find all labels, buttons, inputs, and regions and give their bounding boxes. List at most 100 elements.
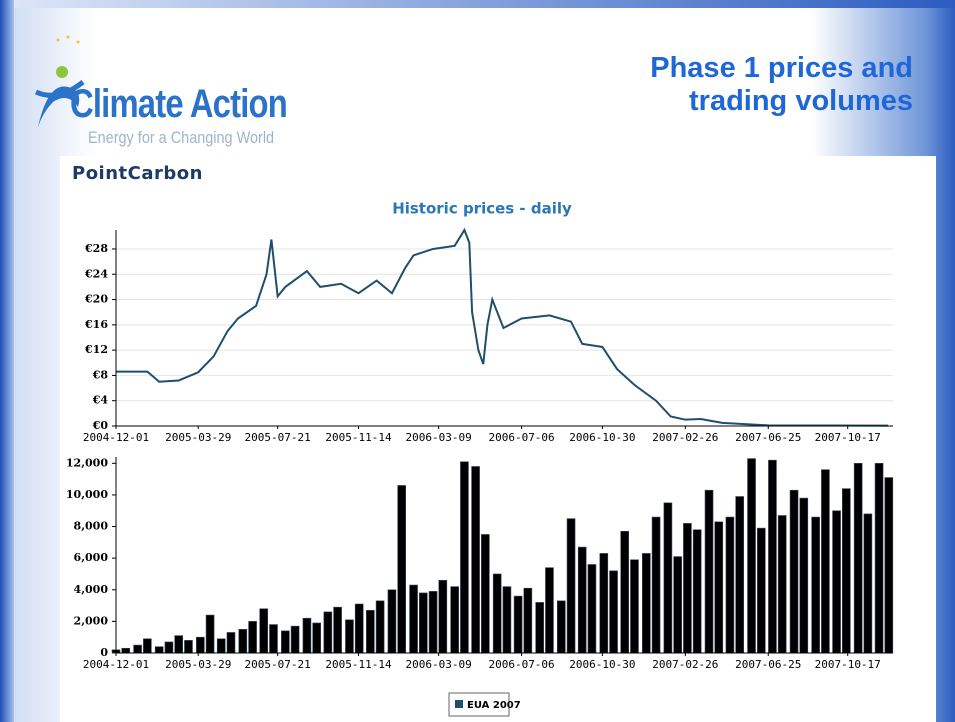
volume-bar [428, 591, 438, 654]
volume-bar [556, 600, 566, 654]
volume-bar [366, 610, 375, 654]
volume-bar [630, 559, 639, 654]
volume-bar [460, 461, 469, 654]
x-tick-label: 2007-10-17 [815, 658, 881, 671]
volume-bar [863, 513, 873, 654]
volume-bar [312, 622, 321, 654]
x-tick-label: 2007-06-25 [735, 431, 801, 444]
volume-bar [799, 497, 809, 654]
volume-bar [811, 516, 820, 654]
volume-bar [238, 628, 248, 654]
volume-bar [651, 516, 661, 654]
volume-bar [714, 521, 724, 654]
volume-bar [121, 647, 131, 654]
x-tick-label: 2006-10-30 [569, 658, 635, 671]
volume-bar [535, 602, 544, 654]
volume-bar [874, 463, 884, 654]
x-tick-label: 2007-06-25 [735, 658, 801, 671]
y-tick-label: €20 [84, 293, 108, 306]
volume-bar [184, 640, 193, 654]
volume-bar [747, 458, 756, 654]
volume-bar [409, 584, 418, 654]
volume-bar [884, 477, 894, 654]
volume-bar [133, 644, 142, 654]
brand: PointCarbon [72, 163, 203, 184]
tagline: Energy for a Changing World [88, 128, 275, 147]
volume-bar [502, 586, 512, 654]
volume-bar [683, 523, 692, 654]
x-tick-label: 2004-12-01 [83, 658, 149, 671]
x-tick-label: 2007-10-17 [815, 431, 881, 444]
x-tick-label: 2006-07-06 [488, 658, 554, 671]
volume-bar [143, 638, 152, 654]
volume-bar [154, 646, 164, 654]
x-tick-label: 2007-02-26 [652, 658, 718, 671]
volume-bar [620, 530, 630, 654]
volume-bar [587, 564, 597, 654]
y-tick-label: €4 [92, 394, 109, 407]
x-tick-label: 2005-11-14 [325, 658, 392, 671]
y-tick-label: 6,000 [74, 551, 109, 564]
x-tick-label: 2006-03-09 [406, 431, 472, 444]
volume-bar [704, 489, 714, 654]
volume-bar [492, 573, 502, 654]
volume-bar [397, 485, 407, 654]
volume-bar [345, 619, 354, 654]
volume-bar [735, 496, 744, 654]
volume-bar [375, 600, 385, 654]
volume-bar [523, 587, 533, 654]
volume-bar [545, 567, 554, 654]
x-tick-label: 2004-12-01 [83, 431, 149, 444]
legend-box [448, 692, 510, 717]
volume-bar [642, 553, 651, 654]
volume-bar [821, 469, 830, 654]
volume-bar [842, 488, 851, 654]
volume-bar [269, 624, 278, 654]
y-tick-label: 12,000 [66, 456, 108, 469]
y-tick-label: 8,000 [74, 520, 109, 533]
volume-bar [164, 641, 174, 654]
volume-bar [577, 546, 587, 654]
volume-bar [387, 589, 397, 654]
volume-bar [354, 603, 364, 654]
volume-bar [205, 614, 215, 654]
volume-bar [777, 515, 787, 654]
volume-bar [333, 606, 342, 654]
x-tick-label: 2005-03-29 [165, 658, 231, 671]
legend-label: EUA 2007 [467, 700, 521, 711]
volume-bar [248, 621, 257, 654]
y-tick-label: €28 [84, 242, 108, 255]
y-tick-label: €12 [84, 343, 108, 356]
x-tick-label: 2005-07-21 [245, 658, 311, 671]
x-tick-label: 2006-10-30 [569, 431, 635, 444]
volume-bar [323, 611, 333, 654]
volume-bar [609, 570, 618, 654]
volume-bar [832, 510, 841, 654]
volume-bar [281, 630, 290, 654]
volume-bar [789, 489, 799, 654]
y-tick-label: 4,000 [74, 583, 109, 596]
chart-title: Historic prices - daily [392, 200, 572, 218]
volume-bar [663, 502, 673, 654]
volume-bar [471, 466, 480, 654]
x-tick-label: 2007-02-26 [652, 431, 718, 444]
y-tick-label: €8 [92, 368, 109, 381]
volume-bar [174, 635, 184, 654]
top-bar [0, 0, 955, 8]
x-tick-label: 2005-11-14 [325, 431, 392, 444]
slide-title: Phase 1 prices and trading volumes [650, 52, 913, 117]
volume-bar [438, 579, 448, 654]
volume-bar [566, 518, 576, 654]
volume-bar [450, 586, 459, 654]
x-tick-label: 2006-07-06 [488, 431, 554, 444]
left-bar [0, 0, 14, 722]
logo-icon [34, 35, 85, 127]
y-tick-label: 0 [100, 646, 108, 659]
volume-bar [768, 459, 777, 654]
volume-bar [692, 529, 702, 654]
y-tick-label: €16 [84, 318, 108, 331]
volume-bar [853, 463, 863, 654]
y-tick-label: €24 [84, 267, 108, 280]
x-tick-label: 2005-07-21 [245, 431, 311, 444]
